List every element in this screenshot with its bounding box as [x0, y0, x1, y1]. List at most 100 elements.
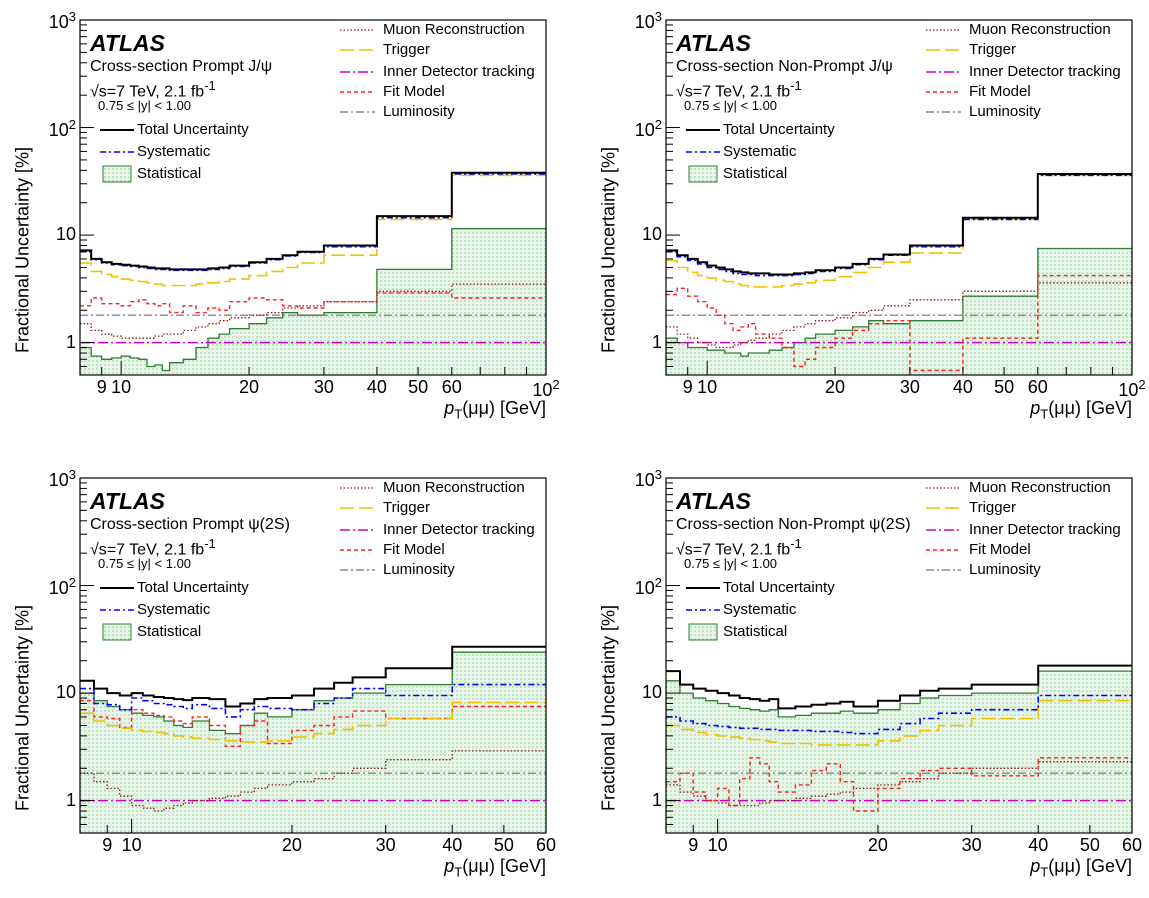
plot-frame	[79, 477, 547, 834]
energy-label: √s=7 TeV, 2.1 fb-1	[676, 78, 802, 101]
chart-panel-nonprompt-jpsi: ATLAS Cross-section Non-Prompt J/ψ √s=7 …	[586, 0, 1149, 440]
x-tick-label: 9	[682, 377, 693, 397]
chart-title: Cross-section Prompt ψ(2S)	[90, 516, 290, 533]
series-trigger-line	[666, 699, 1132, 746]
series-stat-line	[666, 670, 1132, 718]
x-tick-label: 60	[1121, 835, 1143, 855]
legend-stat-swatch	[102, 623, 132, 641]
series-total-line	[666, 664, 1132, 710]
legend-stat-swatch	[688, 165, 718, 183]
legend-stat-label: Statistical	[723, 165, 788, 182]
x-tick-label: 50	[994, 377, 1015, 397]
series-fit-line	[666, 274, 1132, 372]
series-syst-line	[80, 683, 546, 718]
atlas-label: ATLAS	[676, 30, 751, 56]
legend-fit-label: Fit Model	[383, 83, 445, 100]
x-axis-label: pT(μμ) [GeV]	[1030, 856, 1132, 880]
legend-muon-label: Muon Reconstruction	[969, 479, 1111, 496]
x-tick-label: 50	[1079, 835, 1100, 855]
atlas-label: ATLAS	[676, 488, 751, 514]
legend-lumi-label: Luminosity	[969, 103, 1041, 120]
legend-trigger-label: Trigger	[969, 499, 1016, 516]
y-tick-label: 1	[65, 331, 76, 352]
y-tick-label: 10	[55, 682, 76, 703]
legend-syst-label: Systematic	[723, 143, 797, 160]
y-tick-label: 103	[634, 467, 662, 490]
chart-title: Cross-section Non-Prompt ψ(2S)	[676, 516, 911, 533]
rapidity-label: 0.75 ≤ |y| < 1.00	[98, 98, 192, 113]
x-axis-label: pT(μμ) [GeV]	[444, 398, 546, 422]
legend-total-label: Total Uncertainty	[723, 579, 835, 596]
x-tick-label: 60	[1027, 377, 1048, 397]
series-muon-line	[80, 283, 546, 339]
series-total-line	[80, 171, 546, 271]
legend-trigger-label: Trigger	[383, 499, 430, 516]
x-tick-label: 102	[1118, 377, 1146, 400]
series-muon-line	[80, 750, 546, 812]
y-tick-label: 102	[634, 116, 662, 140]
energy-label: √s=7 TeV, 2.1 fb-1	[90, 78, 216, 101]
series-muon-line	[666, 761, 1132, 807]
x-tick-label: 40	[442, 835, 463, 855]
x-tick-label: 9	[96, 377, 107, 397]
x-tick-label: 10	[707, 835, 728, 855]
x-tick-label: 10	[697, 377, 718, 397]
legend-lumi-label: Luminosity	[383, 561, 455, 578]
chart-title: Cross-section Non-Prompt J/ψ	[676, 58, 893, 75]
x-tick-label: 50	[493, 835, 514, 855]
x-tick-label: 10	[121, 835, 142, 855]
y-axis-label: Fractional Uncertainty [%]	[598, 604, 619, 812]
legend-muon-label: Muon Reconstruction	[969, 21, 1111, 38]
x-tick-label: 40	[952, 377, 973, 397]
series-stat-area	[80, 652, 546, 833]
y-tick-label: 1	[651, 331, 662, 352]
x-tick-label: 9	[102, 835, 113, 855]
series-total-line	[666, 173, 1132, 276]
series-stat-line	[80, 227, 546, 372]
series-trigger-line	[80, 174, 546, 287]
legend-total-label: Total Uncertainty	[137, 579, 249, 596]
y-tick-label: 10	[641, 682, 662, 703]
legend-inner-label: Inner Detector tracking	[383, 521, 535, 538]
y-axis-label: Fractional Uncertainty [%]	[598, 146, 619, 354]
legend-stat-label: Statistical	[137, 165, 202, 182]
x-tick-label: 50	[408, 377, 429, 397]
series-trigger-line	[80, 701, 546, 743]
legend-lumi-label: Luminosity	[969, 561, 1041, 578]
series-fit-line	[80, 700, 546, 747]
chart-panel-nonprompt-psi2s: ATLAS Cross-section Non-Prompt ψ(2S) √s=…	[586, 458, 1149, 898]
series-syst-line	[666, 694, 1132, 735]
plot-svg	[79, 477, 547, 834]
y-tick-label: 102	[48, 574, 76, 598]
x-tick-label: 20	[867, 835, 888, 855]
rapidity-label: 0.75 ≤ |y| < 1.00	[98, 556, 192, 571]
x-tick-label: 40	[1028, 835, 1049, 855]
legend-lumi-label: Luminosity	[383, 103, 455, 120]
legend-inner-label: Inner Detector tracking	[969, 521, 1121, 538]
y-tick-label: 10	[55, 224, 76, 245]
legend-inner-label: Inner Detector tracking	[969, 63, 1121, 80]
y-tick-label: 103	[48, 467, 76, 490]
series-stat-area	[666, 248, 1132, 375]
x-tick-label: 30	[899, 377, 920, 397]
legend-stat-label: Statistical	[723, 623, 788, 640]
y-tick-label: 103	[48, 9, 76, 32]
energy-label: √s=7 TeV, 2.1 fb-1	[676, 536, 802, 559]
plot-svg	[665, 19, 1133, 376]
series-total-line	[80, 645, 546, 708]
chart-panel-prompt-jpsi: ATLAS Cross-section Prompt J/ψ √s=7 TeV,…	[0, 0, 574, 440]
x-tick-label: 20	[281, 835, 302, 855]
series-trigger-line	[666, 174, 1132, 288]
x-tick-label: 30	[375, 835, 396, 855]
series-stat-line	[666, 247, 1132, 357]
x-tick-label: 60	[441, 377, 462, 397]
x-tick-label: 102	[532, 377, 560, 400]
x-axis-label: pT(μμ) [GeV]	[1030, 398, 1132, 422]
x-tick-label: 10	[111, 377, 132, 397]
plot-svg	[79, 19, 547, 376]
legend-syst-label: Systematic	[723, 601, 797, 618]
y-tick-label: 10	[641, 224, 662, 245]
y-tick-label: 102	[48, 116, 76, 140]
x-tick-label: 20	[239, 377, 260, 397]
y-tick-label: 103	[634, 9, 662, 32]
